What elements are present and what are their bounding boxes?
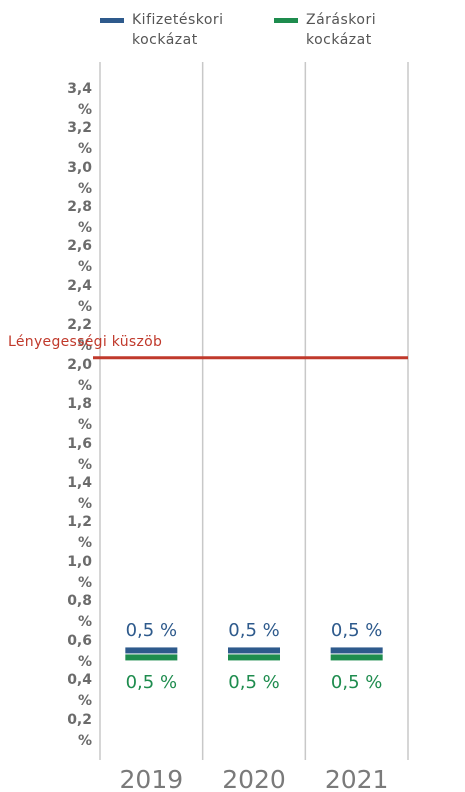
x-tick-label: 2021 [324,765,389,792]
x-tick-label: 2020 [222,765,286,792]
y-tick-label: 2,0 % [67,356,92,394]
y-tick-label: 3,0 % [67,159,92,197]
y-tick-label: 2,4 % [67,277,92,315]
data-label: 0,5 % [125,672,178,694]
y-tick-label: 1,8 % [67,396,92,434]
marker [125,654,178,661]
marker [330,647,383,654]
threshold-label: Lényegességi küszöb [8,333,163,350]
legend-swatch [100,18,124,23]
y-tick-label: 1,4 % [67,475,92,512]
y-tick-label: 3,2 % [67,120,92,158]
data-label: 0,5 % [330,620,383,642]
data-label: 0,5 % [228,672,280,694]
data-label: 0,5 % [330,672,383,694]
y-tick-label: 0,4 % [67,672,92,710]
y-tick-label: 1,0 % [67,553,92,591]
data-label: 0,5 % [228,620,280,642]
x-tick-label: 2019 [119,765,184,792]
y-tick-label: 2,2 % [67,317,92,355]
y-tick-label: 0,2 % [67,711,92,749]
legend-swatch [274,18,298,23]
legend-label: Kifizetéskori kockázat [132,12,224,48]
y-tick-label: 2,6 % [67,238,92,276]
data-label: 0,5 % [125,620,178,642]
y-tick-label: 1,6 % [67,435,92,473]
marker [228,654,280,661]
y-tick-label: 2,8 % [67,199,92,236]
y-tick-label: 0,8 % [67,593,92,631]
marker [330,654,383,661]
y-tick-label: 3,4 % [67,80,92,118]
y-tick-label: 0,6 % [67,632,92,670]
y-tick-label: 1,2 % [67,514,92,552]
marker [125,647,178,654]
marker [228,647,280,654]
legend-label: Záráskori kockázat [306,12,377,48]
